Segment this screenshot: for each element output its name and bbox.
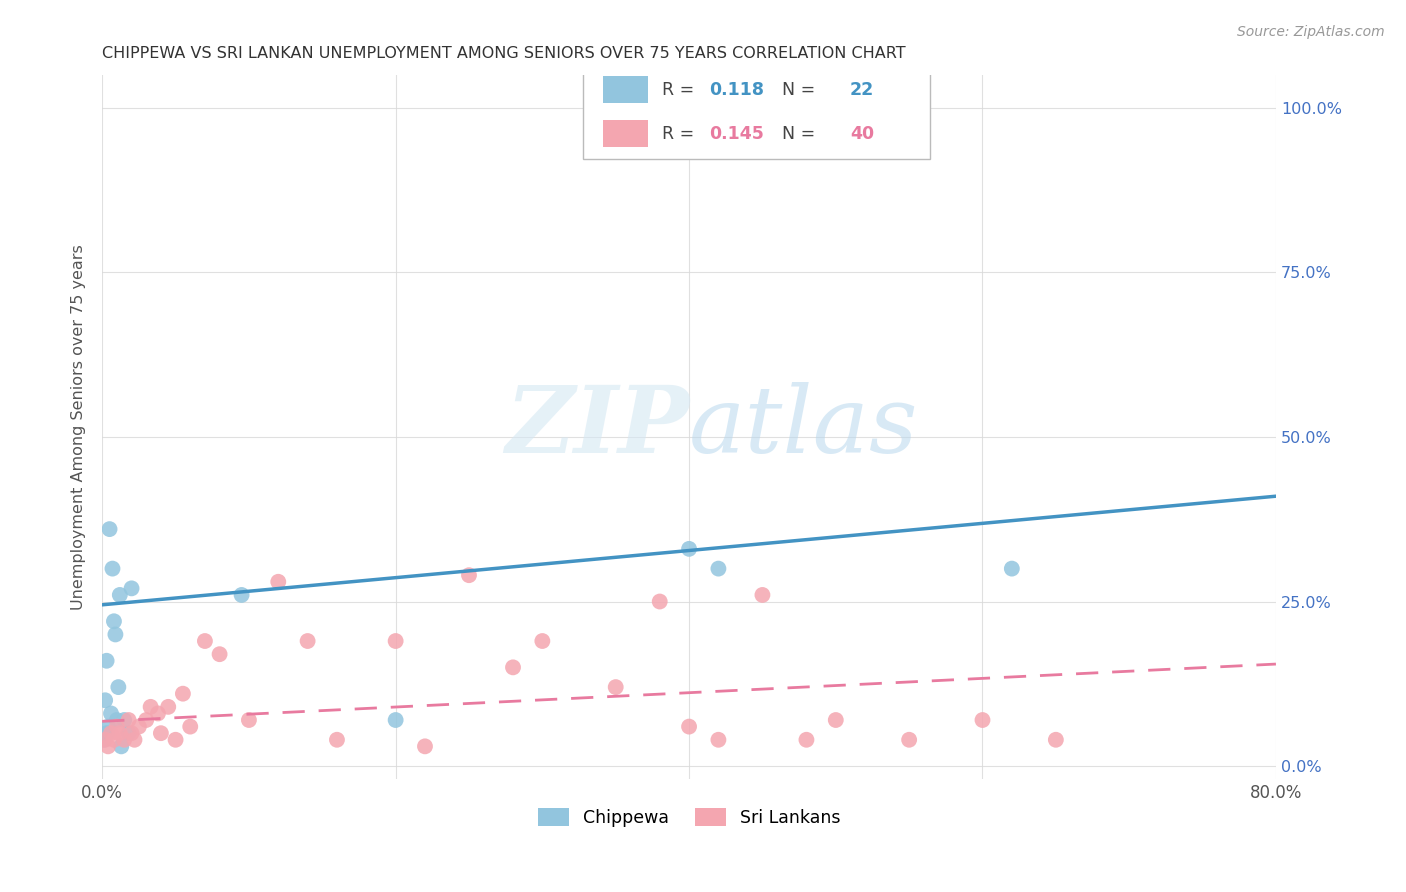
Point [238,713,260,727]
Point [413,739,436,754]
FancyBboxPatch shape [603,120,648,147]
Text: N =: N = [772,81,821,99]
Text: 40: 40 [849,125,875,143]
Point [267,574,290,589]
Point [117,726,139,740]
Text: CHIPPEWA VS SRI LANKAN UNEMPLOYMENT AMONG SENIORS OVER 75 YEARS CORRELATION CHAR: CHIPPEWA VS SRI LANKAN UNEMPLOYMENT AMON… [103,46,905,62]
Text: atlas: atlas [689,382,918,472]
Point [458,568,481,582]
Point [898,732,921,747]
Point [97,739,120,754]
Point [172,687,194,701]
Point [112,713,135,727]
Point [104,627,127,641]
Text: 0.118: 0.118 [709,81,763,99]
Point [93,732,115,747]
FancyBboxPatch shape [583,64,929,160]
Point [98,522,121,536]
Point [108,588,131,602]
Point [94,693,117,707]
Point [100,706,122,721]
Point [502,660,524,674]
Point [96,654,118,668]
Text: R =: R = [662,125,700,143]
Point [157,699,180,714]
Point [108,726,131,740]
Point [105,720,128,734]
Text: N =: N = [772,125,821,143]
Point [94,732,117,747]
Point [1045,732,1067,747]
Point [100,726,122,740]
Point [707,561,730,575]
Point [121,582,143,596]
Point [326,732,349,747]
Point [139,699,162,714]
Point [165,732,187,747]
Point [103,732,125,747]
Point [112,732,135,747]
Text: Source: ZipAtlas.com: Source: ZipAtlas.com [1237,25,1385,39]
Point [135,713,157,727]
Point [110,739,132,754]
Point [297,634,319,648]
Point [384,634,406,648]
Point [648,594,671,608]
Text: 22: 22 [849,81,875,99]
Legend: Chippewa, Sri Lankans: Chippewa, Sri Lankans [530,801,848,834]
Point [1001,561,1024,575]
Text: R =: R = [662,81,700,99]
Point [121,726,143,740]
Point [231,588,253,602]
Y-axis label: Unemployment Among Seniors over 75 years: Unemployment Among Seniors over 75 years [72,244,86,610]
Point [796,732,818,747]
Point [179,720,201,734]
Point [208,647,231,661]
Point [972,713,994,727]
Point [146,706,169,721]
Point [531,634,554,648]
Point [124,732,146,747]
Point [707,732,730,747]
Point [107,680,129,694]
Point [384,713,406,727]
Point [751,588,773,602]
Point [96,726,118,740]
Point [97,720,120,734]
Point [128,720,150,734]
Point [105,713,128,727]
Text: 0.145: 0.145 [709,125,763,143]
Point [678,720,700,734]
Point [678,541,700,556]
Point [103,614,125,628]
Point [101,561,124,575]
FancyBboxPatch shape [603,77,648,103]
Point [149,726,172,740]
Point [605,680,627,694]
Text: ZIP: ZIP [505,382,689,472]
Point [648,101,671,115]
Point [194,634,217,648]
Point [824,713,846,727]
Point [117,713,139,727]
